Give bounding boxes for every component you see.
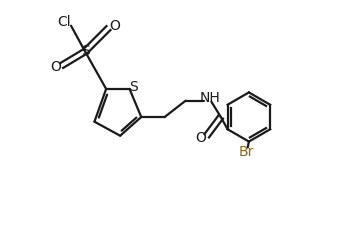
Text: S: S: [129, 80, 138, 94]
Text: O: O: [196, 131, 206, 145]
Text: NH: NH: [199, 91, 220, 105]
Text: O: O: [50, 60, 61, 74]
Text: Cl: Cl: [57, 15, 71, 29]
Text: S: S: [81, 44, 89, 58]
Text: O: O: [109, 19, 120, 33]
Text: Br: Br: [239, 145, 254, 159]
